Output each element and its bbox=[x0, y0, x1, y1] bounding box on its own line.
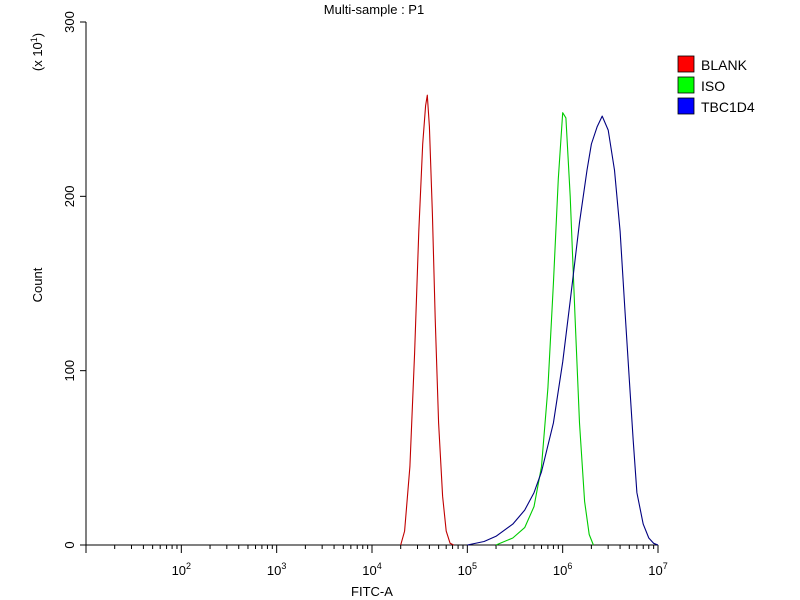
y-axis-title: Count bbox=[30, 267, 45, 302]
legend-swatch-blank bbox=[677, 55, 695, 73]
legend-swatch-iso bbox=[677, 76, 695, 94]
y-tick-label: 300 bbox=[62, 11, 77, 33]
x-tick-label: 106 bbox=[553, 561, 572, 578]
x-tick-label: 104 bbox=[362, 561, 381, 578]
legend-label-iso: ISO bbox=[701, 78, 725, 94]
y-ticks: 0 100 200 300 bbox=[62, 11, 86, 549]
x-tick-label: 105 bbox=[458, 561, 477, 578]
x-ticks: 102 103 104 105 106 107 bbox=[85, 545, 668, 578]
x-tick-label: 103 bbox=[267, 561, 286, 578]
series-lines bbox=[400, 94, 659, 546]
series-line-tbc1d4 bbox=[467, 115, 659, 546]
x-tick-label: 107 bbox=[648, 561, 667, 578]
x-tick-label: 102 bbox=[172, 561, 191, 578]
legend-label-blank: BLANK bbox=[701, 57, 748, 73]
y-tick-label: 100 bbox=[62, 360, 77, 382]
chart-title: Multi-sample : P1 bbox=[324, 2, 424, 17]
y-multiplier-label: (x 101) bbox=[29, 33, 45, 71]
y-tick-label: 200 bbox=[62, 185, 77, 207]
y-tick-label: 0 bbox=[62, 541, 77, 548]
legend-swatch-tbc1d4 bbox=[677, 97, 695, 115]
x-axis-title: FITC-A bbox=[351, 584, 393, 599]
legend-label-tbc1d4: TBC1D4 bbox=[701, 99, 755, 115]
series-line-blank bbox=[400, 94, 454, 546]
series-line-iso bbox=[495, 112, 594, 546]
legend: BLANK ISO TBC1D4 bbox=[677, 55, 755, 115]
